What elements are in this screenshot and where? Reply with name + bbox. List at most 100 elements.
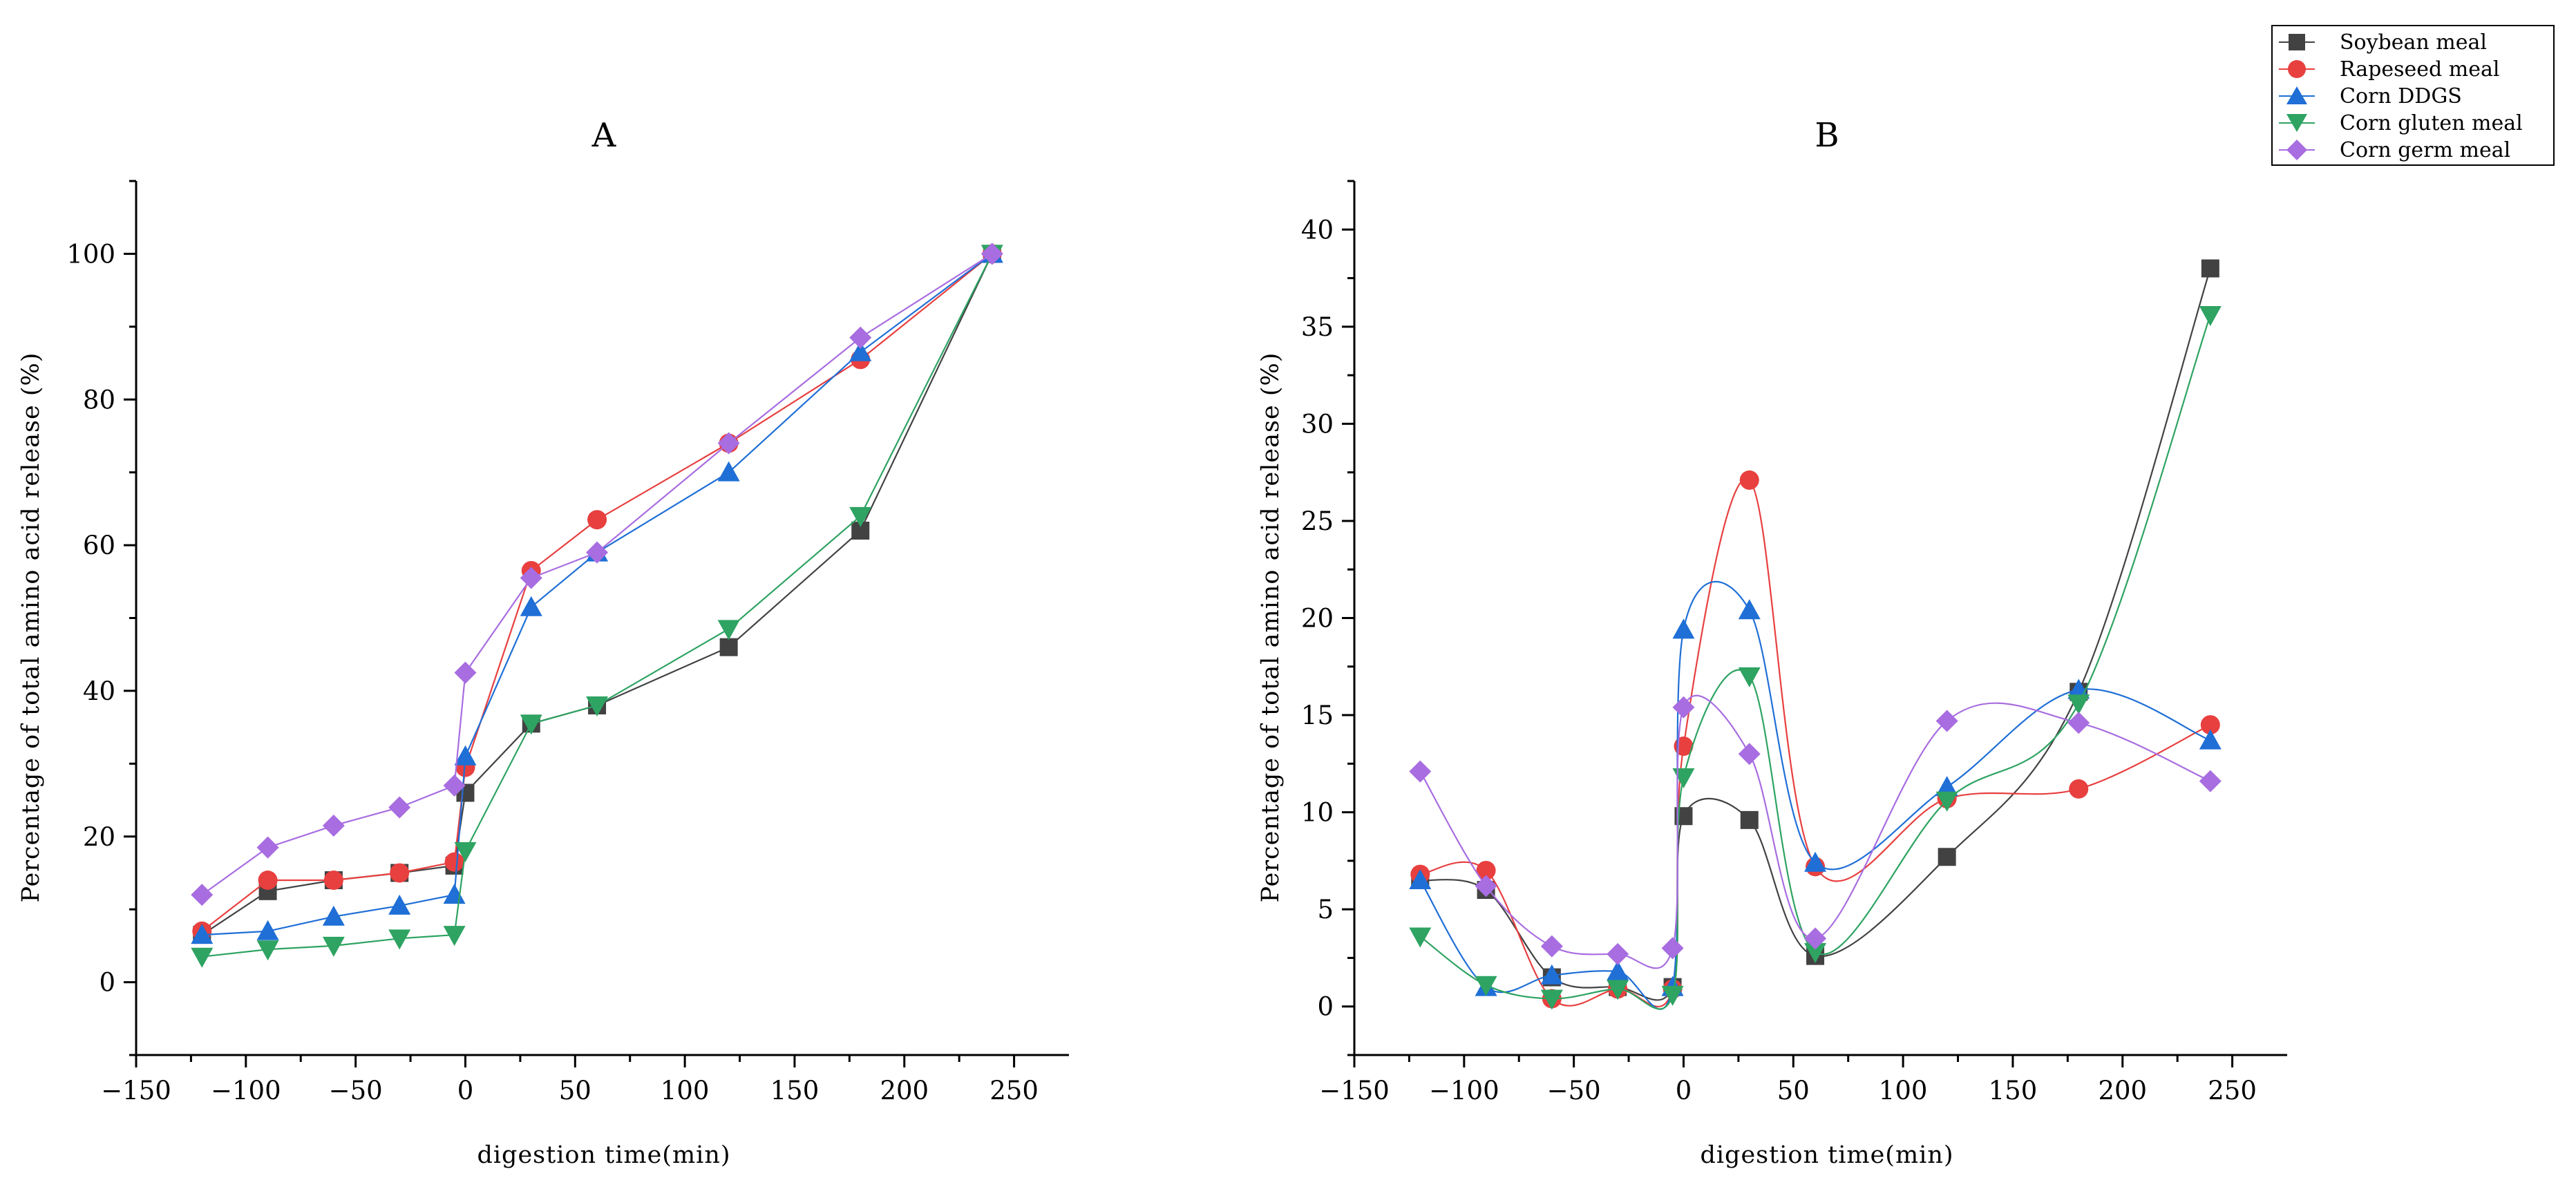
data-point-corn-gluten-meal xyxy=(1475,976,1497,996)
panel-b-axes: −150 −100 −50 0 50 100 150 200 250 0 5 10 15 20 25 30 35… xyxy=(1301,180,2287,1105)
panel-b-x-tick-label: 200 xyxy=(2098,1076,2147,1105)
data-point-corn-ddgs xyxy=(1804,851,1827,872)
data-point-corn-gluten-meal xyxy=(1738,667,1761,687)
panel-b-x-tick-label: 150 xyxy=(1989,1076,2038,1105)
legend-label: Corn gluten meal xyxy=(2340,111,2523,135)
data-point-rapeseed-meal xyxy=(1739,470,1759,490)
data-point-corn-germ-meal xyxy=(1661,937,1684,960)
series-line-rapeseed-meal xyxy=(1420,477,2211,1007)
data-point-corn-ddgs xyxy=(443,884,466,904)
data-point-corn-germ-meal xyxy=(520,567,542,589)
panel-b-x-tick-label: −150 xyxy=(1319,1076,1390,1105)
panel-a-x-tick-label: 150 xyxy=(770,1076,820,1105)
legend-label: Corn germ meal xyxy=(2340,138,2510,162)
panel-b-series-corn-germ-meal xyxy=(1409,694,2222,969)
data-point-rapeseed-meal xyxy=(444,852,464,872)
data-point-corn-ddgs xyxy=(2199,729,2222,750)
panel-b-y-tick-label: 15 xyxy=(1301,701,1334,730)
data-point-corn-gluten-meal xyxy=(1607,980,1629,1000)
panel-b-x-tick-label: 250 xyxy=(2208,1076,2257,1105)
data-point-corn-germ-meal xyxy=(2067,712,2090,734)
data-point-rapeseed-meal xyxy=(390,863,410,883)
legend: Soybean meal Rapeseed meal Corn DDGS Cor… xyxy=(2271,25,2555,166)
data-point-soybean-meal xyxy=(719,638,738,656)
data-point-corn-ddgs xyxy=(520,596,542,616)
panel-a-x-tick-label: 200 xyxy=(880,1076,929,1105)
panel-a-x-axis-label: digestion time(min) xyxy=(477,1141,730,1169)
data-point-corn-germ-meal xyxy=(1540,935,1563,958)
legend-item-corn-ddgs: Corn DDGS xyxy=(2279,84,2462,108)
panel-a-x-tick-label: 100 xyxy=(661,1076,710,1105)
legend-item-corn-germ-meal: Corn germ meal xyxy=(2279,138,2510,162)
data-point-corn-germ-meal xyxy=(322,814,345,837)
data-point-corn-germ-meal xyxy=(1804,927,1827,950)
series-line-corn-gluten-meal xyxy=(1419,314,2211,1010)
data-point-corn-ddgs xyxy=(256,920,279,940)
data-point-rapeseed-meal xyxy=(2200,715,2220,735)
panel-a-series-corn-ddgs xyxy=(191,243,1003,944)
panel-a-y-tick-label: 40 xyxy=(83,676,115,706)
panel-a-y-axis-label: Percentage of total amino acid release (… xyxy=(17,352,45,903)
data-point-corn-ddgs xyxy=(1738,599,1761,620)
legend-label: Rapeseed meal xyxy=(2340,57,2499,82)
data-point-corn-gluten-meal xyxy=(322,936,345,957)
panel-a-y-tick-label: 0 xyxy=(99,968,115,998)
data-point-corn-gluten-meal xyxy=(2199,305,2222,326)
data-point-corn-germ-meal xyxy=(443,774,466,797)
panel-b: B digestion time(min) Percentage of tota… xyxy=(1257,116,2287,1169)
data-point-rapeseed-meal xyxy=(2069,779,2089,799)
data-point-corn-ddgs xyxy=(191,924,214,944)
panel-a-x-tick-label: −150 xyxy=(101,1076,171,1105)
data-point-corn-ddgs xyxy=(454,745,477,766)
data-point-rapeseed-meal xyxy=(1476,860,1496,880)
data-point-corn-germ-meal xyxy=(586,541,609,564)
panel-b-y-tick-label: 10 xyxy=(1301,798,1334,828)
data-point-rapeseed-meal xyxy=(323,871,343,890)
data-point-corn-gluten-meal xyxy=(256,940,279,961)
panel-a-x-tick-label: −50 xyxy=(329,1076,383,1105)
panel-a: A digestion time(min) Percentage of tota… xyxy=(17,116,1069,1169)
panel-a-series-corn-gluten-meal xyxy=(191,245,1003,968)
panel-b-x-axis-label: digestion time(min) xyxy=(1700,1141,1953,1169)
data-point-corn-ddgs xyxy=(1672,618,1695,639)
data-point-corn-germ-meal xyxy=(1935,710,1958,732)
data-point-rapeseed-meal xyxy=(258,871,278,890)
legend-item-corn-gluten-meal: Corn gluten meal xyxy=(2279,111,2523,135)
legend-item-soybean-meal: Soybean meal xyxy=(2279,30,2487,55)
panel-a-y-tick-label: 20 xyxy=(83,822,115,852)
panel-b-y-tick-label: 35 xyxy=(1301,312,1334,342)
panel-b-y-tick-label: 5 xyxy=(1317,895,1334,924)
data-point-soybean-meal xyxy=(1938,848,1956,866)
panel-a-series-soybean-meal xyxy=(193,245,1001,944)
data-point-corn-gluten-meal xyxy=(1935,791,1958,812)
panel-a-series-corn-germ-meal xyxy=(191,243,1003,906)
data-point-corn-germ-meal xyxy=(981,243,1003,265)
data-point-corn-gluten-meal xyxy=(520,714,542,735)
panel-a-y-tick-label: 60 xyxy=(83,531,115,560)
panel-b-x-tick-label: 0 xyxy=(1676,1076,1692,1105)
panel-b-y-tick-label: 20 xyxy=(1301,604,1334,634)
data-point-corn-germ-meal xyxy=(256,836,279,859)
series-line-corn-ddgs xyxy=(202,253,993,936)
panel-a-title: A xyxy=(591,116,617,155)
data-point-corn-germ-meal xyxy=(2199,770,2222,792)
data-point-corn-germ-meal xyxy=(1475,875,1497,897)
data-point-corn-germ-meal xyxy=(1409,760,1432,783)
panel-b-y-tick-label: 40 xyxy=(1301,215,1334,245)
data-point-corn-gluten-meal xyxy=(2067,694,2090,715)
data-point-corn-ddgs xyxy=(388,894,411,915)
panel-b-x-tick-label: 100 xyxy=(1879,1076,1928,1105)
data-point-corn-gluten-meal xyxy=(1804,943,1827,964)
panel-a-series xyxy=(191,243,1003,968)
data-point-soybean-meal xyxy=(1740,810,1759,829)
data-point-corn-germ-meal xyxy=(849,326,872,349)
data-point-corn-gluten-meal xyxy=(1672,768,1695,789)
series-line-soybean-meal xyxy=(1420,268,2211,1001)
data-point-corn-germ-meal xyxy=(191,884,214,906)
panel-b-x-tick-label: 50 xyxy=(1777,1076,1810,1105)
series-line-corn-germ-meal xyxy=(201,253,993,895)
panel-a-x-tick-label: −100 xyxy=(211,1076,281,1105)
data-point-rapeseed-meal xyxy=(587,510,607,530)
data-point-corn-ddgs xyxy=(1607,960,1629,981)
